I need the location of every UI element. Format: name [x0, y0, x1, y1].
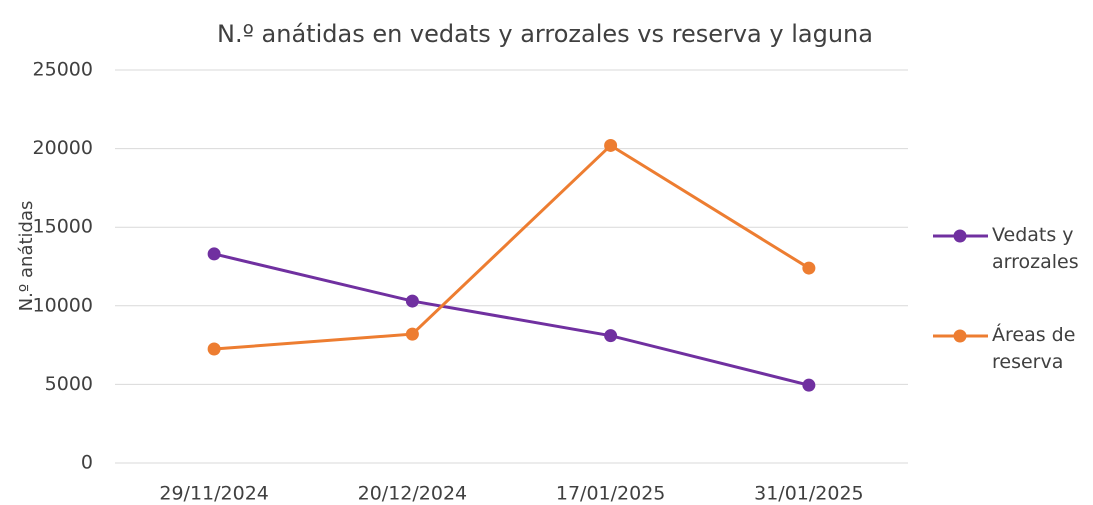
legend-marker [953, 229, 967, 243]
y-tick-label: 25000 [33, 59, 93, 81]
data-point [802, 378, 816, 392]
y-tick-label: 15000 [33, 216, 93, 238]
y-tick-label: 5000 [45, 373, 93, 395]
y-tick-label: 0 [81, 452, 93, 474]
data-point [207, 247, 221, 261]
data-point [604, 138, 618, 152]
x-tick-label: 17/01/2025 [556, 483, 666, 505]
data-point [802, 261, 816, 275]
legend-label: Vedats y arrozales [992, 224, 1079, 273]
legend-marker [953, 329, 967, 343]
x-tick-label: 20/12/2024 [358, 483, 468, 505]
series-line [214, 143, 810, 351]
x-tick-label: 29/11/2024 [159, 483, 269, 505]
y-tick-label: 10000 [33, 294, 93, 316]
series-line [213, 252, 810, 387]
data-point [405, 294, 419, 308]
chart-title: N.º anátidas en vedats y arrozales vs re… [217, 20, 873, 48]
y-axis-label: N.º anátidas [16, 201, 37, 312]
data-point [604, 329, 618, 343]
legend-label: Áreas de reserva [992, 324, 1076, 373]
x-tick-label: 31/01/2025 [754, 483, 864, 505]
y-tick-label: 20000 [33, 137, 93, 159]
data-point [405, 327, 419, 341]
data-point [207, 342, 221, 356]
